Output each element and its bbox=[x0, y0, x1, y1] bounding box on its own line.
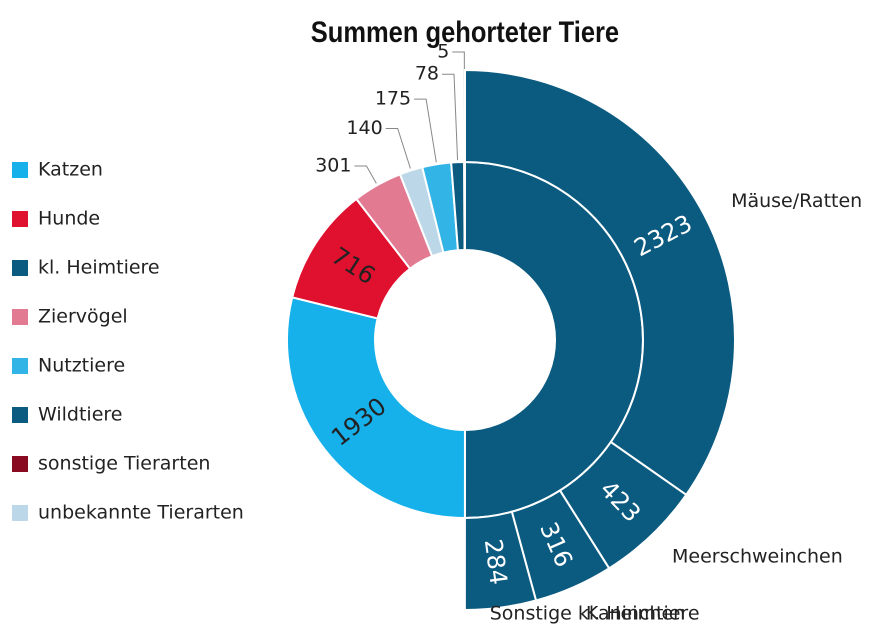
value-label: 175 bbox=[375, 88, 411, 110]
value-label: 284 bbox=[479, 537, 513, 586]
legend-label: kl. Heimtiere bbox=[38, 257, 160, 279]
legend-label: Katzen bbox=[38, 159, 103, 181]
outer-sector bbox=[464, 68, 736, 497]
value-label: 78 bbox=[415, 63, 439, 85]
value-label: 301 bbox=[315, 154, 351, 176]
legend-swatch bbox=[12, 260, 28, 276]
legend-swatch bbox=[12, 505, 28, 521]
legend-swatch bbox=[12, 162, 28, 178]
leader-line bbox=[354, 165, 377, 184]
legend-label: Ziervögel bbox=[38, 306, 128, 328]
outer-sector bbox=[463, 510, 538, 612]
legend-label: unbekannte Tierarten bbox=[38, 502, 244, 524]
leader-line bbox=[414, 98, 437, 163]
legend-label: Hunde bbox=[38, 208, 100, 230]
category-label: Meerschweinchen bbox=[672, 546, 843, 568]
chart-title: Summen gehorteter Tiere bbox=[311, 15, 619, 48]
leader-line bbox=[452, 51, 466, 161]
category-label: Sonstige kl. Heimtiere bbox=[490, 603, 700, 625]
legend-label: Wildtiere bbox=[38, 404, 123, 426]
legend-swatch bbox=[12, 358, 28, 374]
value-label: 140 bbox=[346, 117, 382, 139]
leader-line bbox=[442, 73, 459, 161]
legend-swatch bbox=[12, 407, 28, 423]
legend-swatch bbox=[12, 211, 28, 227]
category-label: Kaninchen bbox=[586, 603, 685, 625]
legend-swatch bbox=[12, 309, 28, 325]
value-label: 5 bbox=[437, 41, 449, 63]
legend-label: sonstige Tierarten bbox=[38, 453, 210, 475]
leader-line bbox=[385, 127, 411, 169]
inner-sector bbox=[286, 296, 466, 520]
category-label: Mäuse/Ratten bbox=[731, 190, 862, 212]
inner-sector bbox=[463, 160, 466, 252]
legend-swatch bbox=[12, 456, 28, 472]
legend-label: Nutztiere bbox=[38, 355, 125, 377]
